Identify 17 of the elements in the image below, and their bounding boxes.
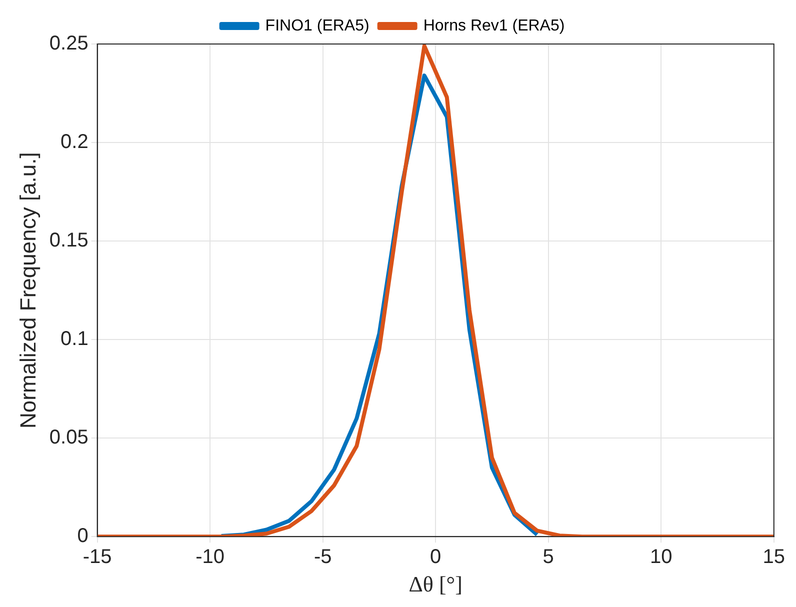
y-tick-label: 0.1 bbox=[60, 328, 88, 350]
x-tick-label: -10 bbox=[196, 546, 225, 568]
y-axis-title: Normalized Frequency [a.u.] bbox=[15, 152, 40, 428]
x-tick-label: 15 bbox=[762, 546, 785, 568]
y-tick-label: 0.15 bbox=[49, 230, 88, 252]
x-axis-title: Δθ [°] bbox=[408, 572, 462, 597]
y-tick-label: 0.2 bbox=[60, 131, 88, 154]
x-tick-label: 10 bbox=[650, 546, 672, 568]
legend-label: FINO1 (ERA5) bbox=[265, 17, 370, 34]
legend-label: Horns Rev1 (ERA5) bbox=[423, 17, 565, 34]
x-tick-label: -15 bbox=[82, 546, 112, 568]
y-tick-label: 0 bbox=[77, 525, 88, 548]
y-tick-label: 0.25 bbox=[49, 32, 88, 55]
x-tick-label: 5 bbox=[542, 546, 554, 568]
x-tick-label: 0 bbox=[430, 546, 442, 568]
x-tick-label: -5 bbox=[314, 546, 332, 568]
y-tick-label: 0.05 bbox=[49, 426, 88, 449]
